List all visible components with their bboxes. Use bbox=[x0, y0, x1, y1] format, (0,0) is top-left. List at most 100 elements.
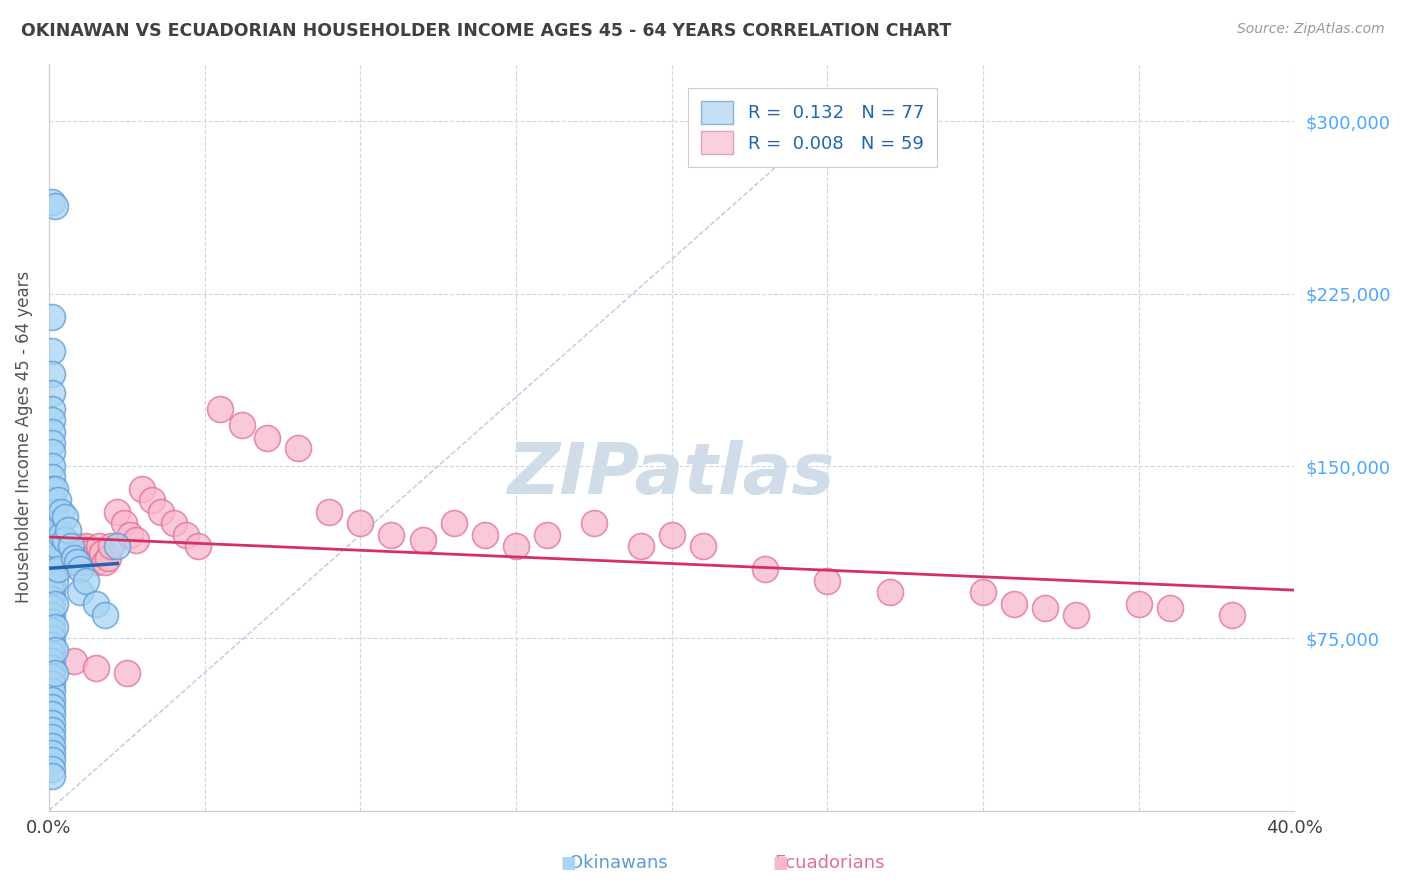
Point bbox=[41, 684, 63, 698]
Point bbox=[41, 413, 63, 427]
Point bbox=[94, 608, 117, 623]
Point bbox=[41, 425, 63, 439]
Point bbox=[141, 493, 163, 508]
Point bbox=[1066, 608, 1088, 623]
Text: OKINAWAN VS ECUADORIAN HOUSEHOLDER INCOME AGES 45 - 64 YEARS CORRELATION CHART: OKINAWAN VS ECUADORIAN HOUSEHOLDER INCOM… bbox=[21, 22, 952, 40]
Point bbox=[69, 585, 91, 599]
Point bbox=[630, 540, 652, 554]
Text: ■: ■ bbox=[772, 855, 789, 872]
Point bbox=[69, 562, 91, 576]
Point bbox=[41, 194, 63, 209]
Point bbox=[162, 516, 184, 531]
Point bbox=[44, 642, 66, 657]
Point bbox=[41, 458, 63, 473]
Point bbox=[187, 540, 209, 554]
Point bbox=[44, 550, 66, 565]
Point bbox=[41, 632, 63, 646]
Point bbox=[41, 608, 63, 623]
Point bbox=[41, 723, 63, 738]
Point bbox=[75, 574, 97, 588]
Point bbox=[46, 493, 69, 508]
Point bbox=[41, 624, 63, 639]
Point bbox=[44, 574, 66, 588]
Point bbox=[972, 585, 994, 599]
Point bbox=[79, 546, 101, 560]
Point bbox=[75, 540, 97, 554]
Point bbox=[41, 556, 63, 570]
Point bbox=[318, 505, 340, 519]
Point bbox=[41, 436, 63, 450]
Point bbox=[59, 540, 82, 554]
Point bbox=[41, 516, 63, 531]
Point bbox=[51, 528, 73, 542]
Point bbox=[53, 509, 76, 524]
Point bbox=[66, 540, 89, 554]
Point bbox=[349, 516, 371, 531]
Point bbox=[125, 533, 148, 547]
Point bbox=[44, 597, 66, 611]
Point bbox=[56, 550, 79, 565]
Point bbox=[1159, 601, 1181, 615]
Point bbox=[231, 417, 253, 432]
Point bbox=[41, 592, 63, 607]
Text: Ecuadorians: Ecuadorians bbox=[775, 855, 884, 872]
Point bbox=[41, 493, 63, 508]
Point bbox=[1033, 601, 1056, 615]
Point bbox=[41, 677, 63, 691]
Point bbox=[63, 546, 86, 560]
Point bbox=[41, 385, 63, 400]
Point bbox=[536, 528, 558, 542]
Point bbox=[82, 550, 104, 565]
Point bbox=[41, 367, 63, 381]
Point bbox=[46, 516, 69, 531]
Point bbox=[41, 569, 63, 583]
Point bbox=[112, 516, 135, 531]
Point bbox=[41, 769, 63, 783]
Point bbox=[131, 482, 153, 496]
Point bbox=[41, 730, 63, 744]
Point bbox=[63, 654, 86, 668]
Point bbox=[44, 620, 66, 634]
Point bbox=[412, 533, 434, 547]
Point bbox=[287, 441, 309, 455]
Point bbox=[41, 661, 63, 675]
Point bbox=[41, 753, 63, 767]
Point bbox=[174, 528, 197, 542]
Point bbox=[1128, 597, 1150, 611]
Point bbox=[41, 693, 63, 707]
Point bbox=[84, 661, 107, 675]
Point bbox=[53, 540, 76, 554]
Point bbox=[41, 716, 63, 731]
Point bbox=[44, 665, 66, 680]
Point bbox=[41, 482, 63, 496]
Point bbox=[41, 746, 63, 760]
Point bbox=[59, 556, 82, 570]
Point bbox=[41, 654, 63, 668]
Point bbox=[69, 550, 91, 565]
Point bbox=[44, 505, 66, 519]
Point bbox=[1220, 608, 1243, 623]
Point bbox=[44, 482, 66, 496]
Point bbox=[44, 562, 66, 576]
Point bbox=[51, 505, 73, 519]
Point bbox=[41, 546, 63, 560]
Point bbox=[41, 562, 63, 576]
Point bbox=[107, 505, 129, 519]
Point bbox=[84, 556, 107, 570]
Point bbox=[815, 574, 838, 588]
Point bbox=[44, 199, 66, 213]
Point bbox=[41, 670, 63, 684]
Point bbox=[41, 310, 63, 324]
Point bbox=[692, 540, 714, 554]
Point bbox=[41, 533, 63, 547]
Point bbox=[380, 528, 402, 542]
Text: Okinawans: Okinawans bbox=[569, 855, 668, 872]
Point bbox=[87, 540, 110, 554]
Point bbox=[1002, 597, 1025, 611]
Point bbox=[256, 432, 278, 446]
Point bbox=[63, 550, 86, 565]
Point bbox=[100, 540, 122, 554]
Point bbox=[115, 665, 138, 680]
Point bbox=[41, 585, 63, 599]
Point bbox=[94, 556, 117, 570]
